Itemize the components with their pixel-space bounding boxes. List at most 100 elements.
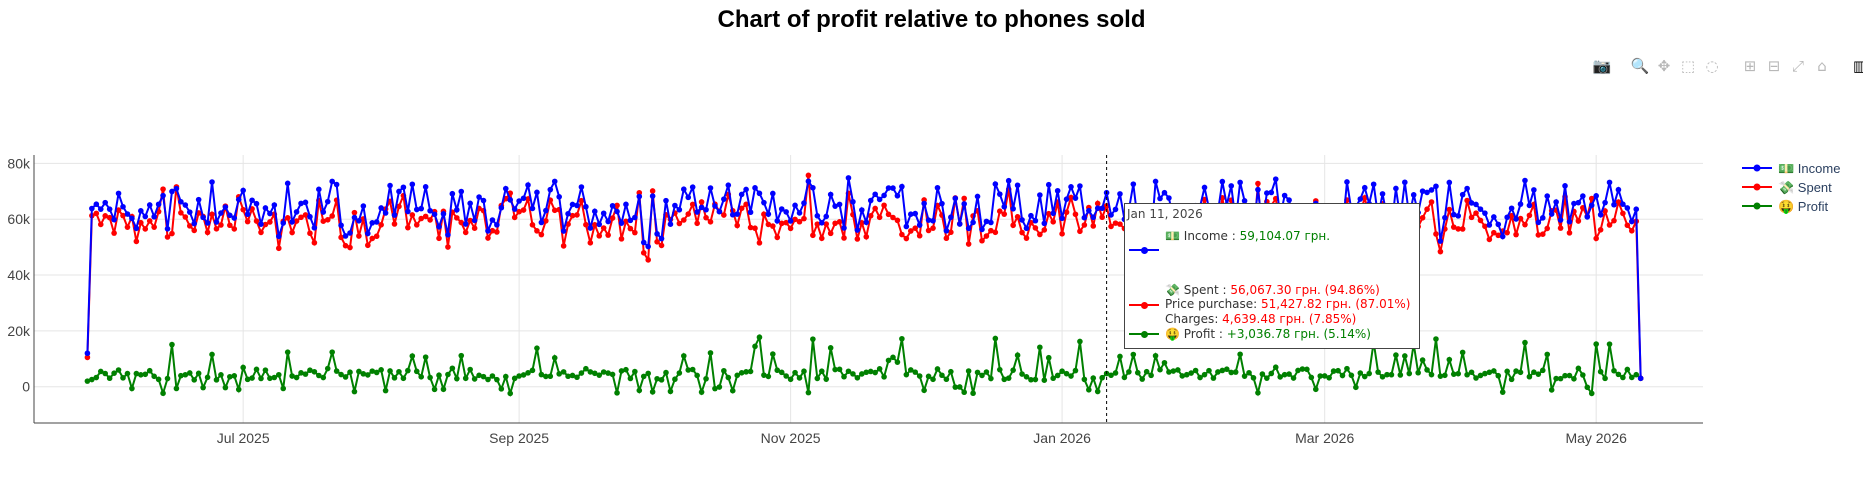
income-point: [667, 221, 674, 227]
pan-icon[interactable]: ✥: [1657, 57, 1671, 75]
profit-point: [467, 366, 473, 373]
spent-point: [854, 236, 861, 242]
spent-point: [520, 207, 527, 213]
camera-icon[interactable]: 📷: [1592, 57, 1612, 75]
profit-point: [1482, 370, 1488, 377]
spent-point: [1557, 225, 1564, 231]
profit-point: [939, 372, 945, 379]
profit-point: [93, 374, 100, 381]
profit-point: [605, 370, 611, 376]
profit-point: [1366, 370, 1372, 377]
profit-point: [1161, 359, 1168, 366]
profit-point: [485, 376, 491, 383]
legend-item-profit[interactable]: 🤑 Profit: [1742, 199, 1829, 215]
spent-point: [596, 233, 603, 239]
income-point: [1268, 189, 1275, 196]
lasso-icon[interactable]: ◌: [1705, 57, 1719, 75]
profit-point: [1477, 372, 1484, 379]
profit-point: [1446, 356, 1453, 363]
profit-point: [636, 387, 643, 394]
profit-point: [801, 368, 807, 375]
spent-point: [872, 205, 878, 212]
income-point: [818, 220, 825, 226]
profit-point: [1531, 369, 1537, 376]
profit-point: [155, 376, 162, 383]
spent-point: [218, 222, 224, 228]
income-point: [956, 221, 963, 227]
autoscale-icon[interactable]: ⤢: [1791, 57, 1804, 75]
spent-point: [351, 209, 358, 216]
profit-point: [1277, 374, 1283, 380]
spent-point: [1495, 232, 1502, 239]
spent-point: [1522, 221, 1528, 228]
profit-point: [756, 334, 763, 341]
income-point: [1544, 193, 1551, 199]
legend-item-income[interactable]: 💵 Income: [1742, 161, 1840, 176]
legend[interactable]: 💵 Income 💸 Spent 🤑 Profit: [1742, 161, 1840, 215]
tooltip-price-row: Price purchase: 51,427.82 грн. (87.01%): [1165, 297, 1410, 311]
income-point: [783, 209, 789, 215]
income-point: [654, 231, 660, 237]
spent-point: [1019, 229, 1025, 236]
profit-point: [827, 345, 834, 351]
profit-point: [1344, 365, 1350, 372]
profit-point: [253, 366, 260, 373]
profit-point: [1050, 375, 1056, 382]
income-point: [1575, 199, 1582, 206]
income-point: [115, 190, 122, 197]
profit-point: [556, 371, 562, 377]
box-select-icon[interactable]: ⬚: [1680, 57, 1696, 75]
profit-point: [1348, 372, 1355, 379]
spent-point: [1112, 220, 1119, 226]
spent-point: [124, 224, 131, 230]
plotly-logo-icon[interactable]: ▥: [1852, 57, 1863, 75]
spent-point: [1455, 226, 1462, 232]
spent-point: [867, 212, 874, 219]
profit-point: [867, 368, 874, 375]
reset-axes-icon[interactable]: ⌂: [1817, 57, 1827, 75]
profit-point: [614, 390, 620, 396]
profit-point: [1179, 373, 1186, 379]
zoom-in-icon[interactable]: ⊞: [1743, 57, 1757, 75]
income-point: [1090, 214, 1097, 221]
series-layer: [84, 172, 1644, 398]
profit-point: [836, 366, 843, 373]
y-tick-label: 80k: [7, 155, 31, 171]
spent-point: [881, 202, 887, 209]
spent-point: [992, 229, 999, 236]
income-point: [983, 218, 990, 225]
profit-point: [329, 349, 335, 355]
legend-item-spent[interactable]: 💸 Spent: [1742, 180, 1832, 195]
spent-point: [859, 219, 865, 226]
spent-point: [1068, 194, 1074, 201]
income-point: [529, 205, 536, 212]
income-point: [253, 200, 260, 207]
income-point: [992, 181, 999, 187]
zoom-out-icon[interactable]: ⊟: [1767, 57, 1781, 75]
profit-point: [342, 374, 349, 380]
profit-point: [1264, 375, 1270, 381]
spent-point: [805, 172, 812, 179]
spent-point: [965, 241, 972, 247]
profit-point: [280, 385, 287, 392]
income-point: [284, 180, 291, 187]
income-point: [173, 185, 180, 192]
profit-point: [676, 370, 683, 376]
income-point: [1553, 199, 1559, 205]
income-point: [1063, 196, 1070, 202]
income-point: [1286, 197, 1292, 203]
income-point: [1161, 189, 1168, 196]
income-point: [195, 196, 202, 203]
income-point: [587, 225, 594, 231]
profit-point: [1535, 371, 1542, 377]
spent-point: [1032, 225, 1039, 231]
spent-point: [810, 232, 816, 239]
profit-point: [1379, 374, 1386, 380]
spent-point: [743, 201, 749, 208]
spent-point: [756, 240, 763, 246]
profit-point: [511, 375, 518, 382]
spent-point: [534, 228, 540, 234]
profit-point: [169, 341, 175, 348]
zoom-icon[interactable]: 🔍: [1630, 57, 1650, 75]
